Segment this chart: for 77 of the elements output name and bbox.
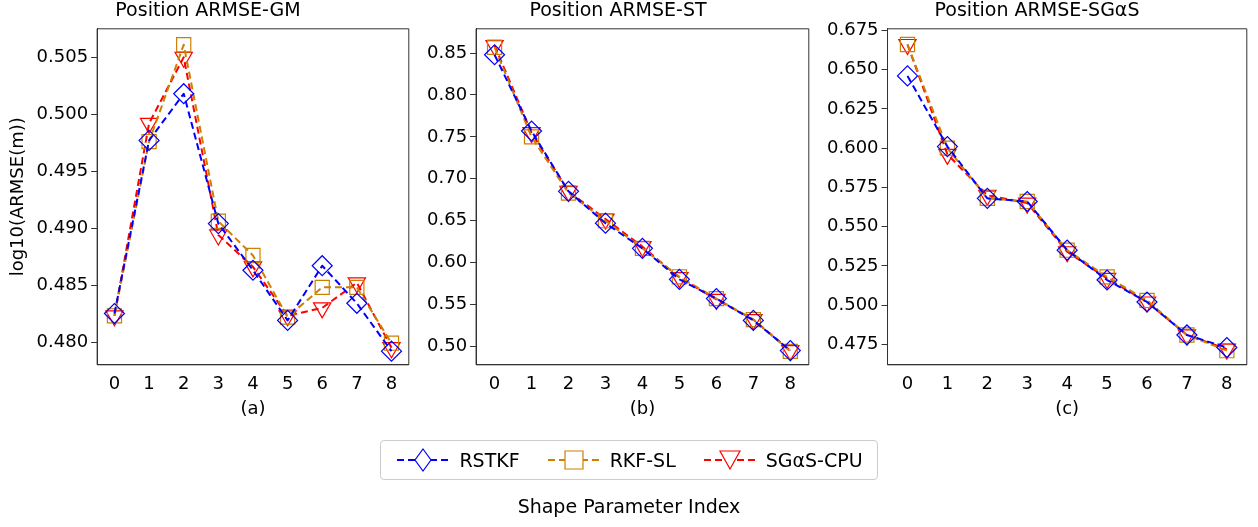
legend-label: RKF-SL bbox=[609, 449, 676, 471]
y-tick-label: 0.575 bbox=[827, 175, 879, 197]
point bbox=[103, 302, 126, 325]
point bbox=[896, 65, 919, 87]
chart-title: Position ARMSE-SGαS bbox=[934, 0, 1140, 21]
y-tick-label: 0.80 bbox=[427, 82, 468, 104]
y-tick-label: 0.490 bbox=[36, 215, 89, 237]
point bbox=[174, 51, 193, 68]
x-axis-title: (b) bbox=[629, 396, 656, 418]
x-axis-title: (c) bbox=[1055, 396, 1080, 418]
y-tick-label: 0.495 bbox=[36, 158, 89, 180]
x-tick-label: 2 bbox=[562, 372, 575, 394]
x-tick-label: 6 bbox=[710, 372, 723, 394]
y-tick-label: 0.485 bbox=[36, 272, 89, 294]
point bbox=[139, 117, 159, 134]
x-tick-label: 2 bbox=[981, 372, 994, 394]
x-tick-label: 8 bbox=[385, 372, 398, 394]
legend-label: SGαS-CPU bbox=[765, 449, 863, 471]
point bbox=[173, 83, 195, 105]
point bbox=[520, 120, 543, 142]
y-tick-label: 0.50 bbox=[427, 334, 468, 356]
y-tick-label: 0.505 bbox=[36, 44, 89, 66]
x-tick-label: 4 bbox=[636, 372, 649, 394]
point bbox=[346, 292, 368, 314]
x-tick-label: 8 bbox=[1221, 372, 1233, 394]
y-tick-label: 0.60 bbox=[427, 250, 468, 272]
x-tick-label: 5 bbox=[673, 372, 686, 394]
point bbox=[245, 247, 261, 264]
x-tick-label: 4 bbox=[1061, 372, 1073, 394]
x-tick-label: 3 bbox=[1021, 372, 1033, 394]
point bbox=[936, 135, 959, 158]
x-tick-label: 7 bbox=[1181, 372, 1193, 394]
y-tick-label: 0.70 bbox=[427, 166, 468, 188]
y-tick-label: 0.525 bbox=[827, 253, 879, 275]
point bbox=[207, 212, 229, 235]
y-axis-title: log10(ARMSE(m)) bbox=[6, 117, 28, 277]
point bbox=[176, 37, 192, 53]
x-tick-label: 7 bbox=[351, 372, 363, 394]
y-tick-label: 0.650 bbox=[827, 57, 879, 79]
y-tick-label: 0.480 bbox=[36, 329, 89, 351]
chart-title: Position ARMSE-ST bbox=[529, 0, 707, 21]
x-tick-label: 2 bbox=[177, 372, 190, 394]
x-tick-label: 1 bbox=[525, 372, 538, 394]
x-tick-label: 4 bbox=[247, 372, 259, 394]
y-tick-label: 0.85 bbox=[427, 40, 468, 62]
x-tick-label: 1 bbox=[941, 372, 954, 394]
x-tick-label: 0 bbox=[901, 372, 914, 394]
point bbox=[557, 180, 580, 202]
point bbox=[1216, 336, 1238, 359]
x-tick-label: 3 bbox=[212, 372, 225, 394]
y-tick-label: 0.500 bbox=[36, 101, 89, 123]
x-tick-label: 7 bbox=[747, 372, 760, 394]
chart-title: Position ARMSE-GM bbox=[115, 0, 301, 21]
x-tick-label: 6 bbox=[1141, 372, 1153, 394]
x-tick-label: 8 bbox=[784, 372, 797, 394]
x-tick-label: 5 bbox=[1101, 372, 1113, 394]
text: Shape Parameter Index bbox=[516, 495, 742, 517]
y-tick-label: 0.475 bbox=[827, 332, 879, 354]
point bbox=[314, 279, 330, 296]
x-tick-label: 5 bbox=[281, 372, 294, 394]
y-tick-label: 0.550 bbox=[827, 214, 879, 236]
y-tick-label: 0.75 bbox=[427, 124, 468, 146]
x-tick-label: 3 bbox=[599, 372, 612, 394]
x-tick-label: 1 bbox=[143, 372, 155, 394]
y-tick-label: 0.55 bbox=[427, 292, 468, 314]
point bbox=[311, 255, 333, 277]
y-tick-label: 0.625 bbox=[827, 96, 879, 118]
x-tick-label: 0 bbox=[488, 372, 501, 394]
x-tick-label: 0 bbox=[108, 372, 121, 394]
y-tick-label: 0.600 bbox=[827, 135, 879, 157]
legend-label: RSTKF bbox=[459, 449, 520, 471]
y-tick-label: 0.500 bbox=[827, 292, 879, 314]
y-tick-label: 0.65 bbox=[427, 208, 468, 230]
x-axis-title: (a) bbox=[240, 396, 266, 418]
point bbox=[483, 44, 506, 66]
x-tick-label: 6 bbox=[316, 372, 328, 394]
y-tick-label: 0.675 bbox=[827, 18, 879, 40]
